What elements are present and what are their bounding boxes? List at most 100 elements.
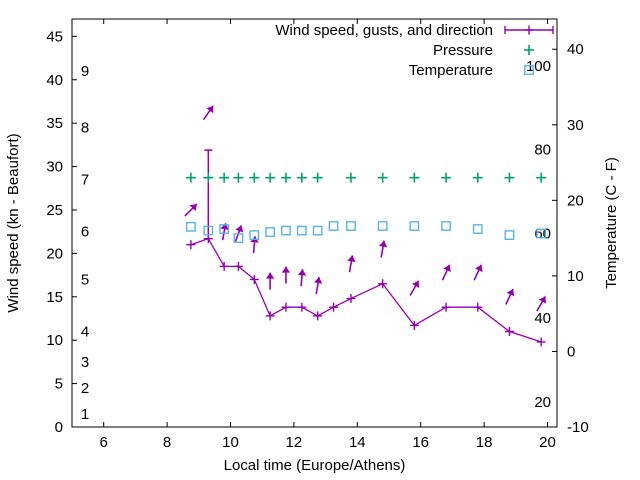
y2-tick-label: 10 (567, 268, 584, 285)
wind-direction-arrow (536, 295, 547, 312)
beaufort-label: 9 (81, 63, 89, 80)
pressure-point (536, 172, 547, 183)
temperature-point (377, 221, 388, 231)
wind-speed-point (329, 302, 339, 312)
arrow-head (506, 289, 515, 297)
wind-direction-arrow (297, 269, 307, 287)
arrow-head (475, 264, 483, 272)
pressure-point (504, 172, 515, 183)
wind-speed-point (265, 311, 275, 321)
beaufort-label: 8 (81, 120, 89, 137)
arrow-head (297, 269, 307, 276)
temperature-point (296, 225, 307, 236)
y-tick-label: 10 (46, 332, 63, 349)
wind-direction-arrow (378, 240, 388, 258)
pressure-point (377, 172, 388, 183)
arrow-head (443, 264, 451, 272)
fahrenheit-label: 20 (534, 394, 551, 411)
y2-tick-label: 30 (567, 117, 584, 134)
wind-speed-point (441, 302, 451, 312)
arrow-head (347, 255, 356, 263)
y-tick-label: 5 (55, 376, 63, 393)
temperature-point (265, 227, 276, 237)
fahrenheit-label: 100 (526, 58, 551, 75)
pressure-point (409, 172, 420, 183)
x-tick-label: 6 (100, 434, 108, 451)
temperature-point (249, 230, 260, 240)
arrow-head (411, 280, 420, 289)
arrow-head (206, 105, 214, 114)
wind-speed-point (346, 294, 356, 304)
temperature-point (409, 221, 420, 231)
temperature-point (536, 228, 547, 239)
y-tick-label: 20 (46, 245, 63, 262)
beaufort-label: 1 (81, 406, 89, 423)
wind-speed-line (190, 237, 542, 343)
beaufort-label: 6 (81, 224, 89, 241)
arrow-head (281, 266, 291, 273)
wind-direction-arrow (409, 280, 420, 296)
pressure-point (345, 172, 356, 183)
temperature-point (219, 224, 230, 234)
temperature-point (233, 233, 244, 244)
pressure-point (280, 172, 291, 183)
arrow-head (538, 296, 547, 304)
pressure-point (185, 172, 196, 183)
legend-label: Wind speed, gusts, and direction (275, 22, 493, 39)
temperature-point (328, 221, 339, 231)
temperature-point (185, 221, 196, 232)
arrow-head (313, 277, 323, 284)
beaufort-label: 7 (81, 172, 89, 189)
x-tick-label: 18 (476, 434, 493, 451)
wind-speed-point (297, 302, 307, 312)
pressure-point (312, 172, 323, 183)
wind-direction-arrow (473, 264, 483, 281)
beaufort-label: 4 (81, 324, 89, 341)
wind-speed-point (313, 311, 323, 321)
wind-direction-arrow (265, 272, 275, 290)
plot-frame (71, 18, 558, 428)
fahrenheit-label: 40 (534, 310, 551, 327)
wind-direction-arrow (313, 276, 323, 295)
pressure-point (219, 172, 230, 183)
arrow-head (265, 272, 275, 279)
y-axis-title: Wind speed (kn - Beaufort) (5, 133, 22, 312)
wind-speed-point (281, 302, 291, 312)
arrow-head (378, 240, 388, 248)
y-tick-label: 30 (46, 159, 63, 176)
pressure-point (296, 172, 307, 183)
legend-sample-pressure (524, 45, 534, 55)
y2-tick-label: -10 (567, 419, 589, 436)
arrow-head (189, 203, 197, 212)
x-tick-label: 20 (539, 434, 556, 451)
y-tick-label: 35 (46, 115, 63, 132)
wind-speed-point (504, 327, 514, 337)
pressure-point (441, 172, 452, 183)
x-axis-title: Local time (Europe/Athens) (224, 457, 406, 474)
temperature-point (346, 221, 356, 231)
y-tick-label: 40 (46, 72, 63, 89)
legend-sample-temperature (524, 65, 534, 75)
y2-axis-title: Temperature (C - F) (603, 157, 620, 289)
y2-tick-label: 20 (567, 192, 584, 209)
wind-speed-point (378, 279, 388, 289)
temperature-point (441, 221, 451, 231)
temperature-point (281, 225, 291, 236)
y-tick-label: 0 (55, 419, 63, 436)
legend-label: Temperature (409, 62, 493, 79)
wind-speed-point (233, 261, 243, 271)
y2-tick-label: 0 (567, 343, 575, 360)
x-tick-label: 8 (163, 434, 171, 451)
x-tick-label: 10 (222, 434, 239, 451)
x-tick-label: 16 (412, 434, 429, 451)
temperature-point (472, 224, 483, 234)
temperature-point (203, 225, 214, 236)
beaufort-label: 5 (81, 271, 89, 288)
wind-direction-arrow (281, 266, 291, 284)
pressure-point (233, 172, 244, 183)
legend-label: Pressure (433, 42, 493, 59)
pressure-point (203, 172, 214, 183)
wind-speed-point (186, 240, 196, 250)
